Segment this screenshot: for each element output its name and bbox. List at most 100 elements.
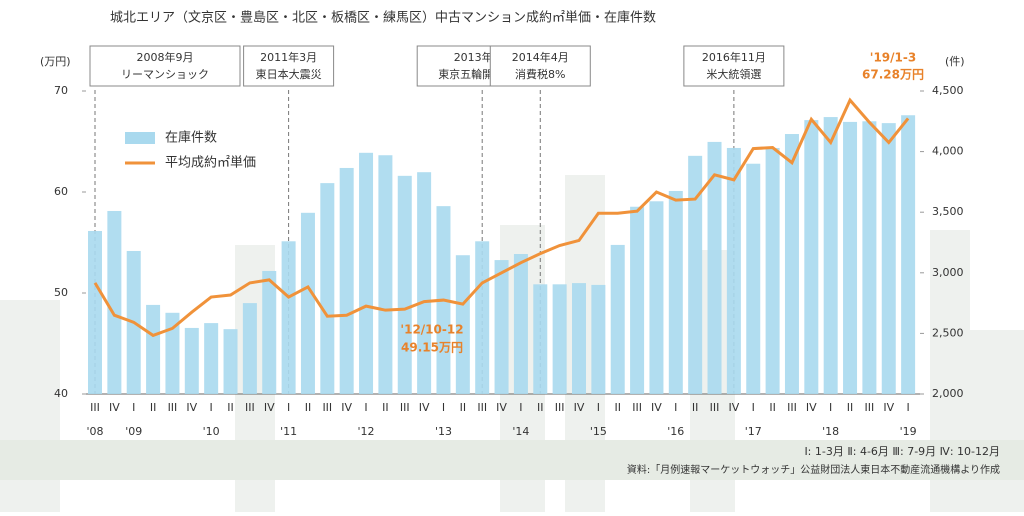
x-tick-label: I [364,401,367,414]
x-tick-label: III [245,401,255,414]
y2-tick-label: 4,500 [932,84,964,97]
x-tick-label: III [710,401,720,414]
x-tick-label: II [692,401,699,414]
x-tick-label: II [537,401,544,414]
source: 資料:「月例速報マーケットウォッチ」公益財団法人東日本不動産流通機構より作成 [627,463,1000,476]
bar [281,241,296,394]
y2-tick-label: 2,500 [932,326,964,339]
x-tick-label: II [460,401,467,414]
bar [223,329,238,394]
x-tick-label: III [865,401,875,414]
y-tick-label: 40 [54,387,68,400]
year-label: '12 [358,425,375,438]
year-label: '17 [745,425,762,438]
x-tick-label: II [305,401,312,414]
x-tick-label: I [597,401,600,414]
x-tick-label: I [210,401,213,414]
bar [726,147,741,394]
bar [572,283,586,394]
x-tick-label: II [769,401,776,414]
x-tick-label: III [90,401,100,414]
bar [843,121,858,394]
x-tick-label: I [442,401,445,414]
bar [881,123,896,395]
bar [823,117,838,395]
bar [804,120,819,394]
y2-tick-label: 4,000 [932,145,964,158]
year-label: '11 [280,425,297,438]
bar [707,141,722,394]
y-tick-label: 60 [54,185,68,198]
x-tick-label: IV [496,401,507,414]
bar [862,121,877,395]
x-tick-label: IV [806,401,817,414]
year-label: '18 [822,425,839,438]
x-tick-label: IV [651,401,662,414]
event-label: リーマンショック [121,68,209,81]
bar [746,163,761,394]
x-tick-label: III [322,401,332,414]
bar [88,230,102,394]
year-label: '10 [203,425,220,438]
bar [359,152,374,394]
x-tick-label: IV [341,401,352,414]
bar [146,304,161,394]
y2-tick-label: 2,000 [932,387,964,400]
bar [320,183,335,394]
x-tick-label: IV [264,401,275,414]
event-label: 消費税8% [515,67,565,81]
annotation: '19/1-3 [870,51,916,65]
y2-unit: (件) [945,55,965,68]
bar [765,147,780,394]
x-tick-label: I [674,401,677,414]
x-tick-label: I [287,401,290,414]
x-tick-label: I [132,401,135,414]
year-label: '09 [125,425,142,438]
x-tick-label: IV [728,401,739,414]
bar [204,323,219,394]
y-tick-label: 50 [54,286,68,299]
legend-label: 在庫件数 [165,131,217,146]
bar [591,284,606,394]
chart-title: 城北エリア（文京区・豊島区・北区・板橋区・練馬区）中古マンション成約㎡単価・在庫… [110,10,656,26]
x-tick-label: II [847,401,854,414]
x-tick-label: II [614,401,621,414]
x-tick-label: IV [883,401,894,414]
y-tick-label: 70 [54,84,68,97]
bar [688,155,703,394]
bar [339,167,354,394]
bar [649,201,664,394]
y2-tick-label: 3,000 [932,266,964,279]
x-tick-label: IV [109,401,120,414]
bar [630,206,645,394]
bar [475,241,490,394]
bar [455,255,470,394]
bar [165,312,180,394]
annotation: '12/10-12 [400,323,463,337]
x-tick-label: III [477,401,487,414]
x-tick-label: III [555,401,565,414]
year-label: '14 [512,425,529,438]
bar [533,284,548,394]
event-label: 米大統領選 [706,67,761,81]
bar [300,212,315,394]
x-tick-label: I [752,401,755,414]
bar [378,155,393,394]
bar [107,210,122,394]
bar [784,134,799,394]
x-tick-label: III [632,401,642,414]
event-date: 2008年9月 [137,50,194,64]
x-tick-label: I [829,401,832,414]
x-tick-label: IV [574,401,585,414]
bar [513,254,528,394]
legend-swatch [125,132,155,144]
bar [901,115,916,395]
x-tick-label: I [519,401,522,414]
event-box [243,45,335,87]
x-tick-label: IV [186,401,197,414]
x-tick-label: II [382,401,389,414]
event-box [89,45,241,87]
